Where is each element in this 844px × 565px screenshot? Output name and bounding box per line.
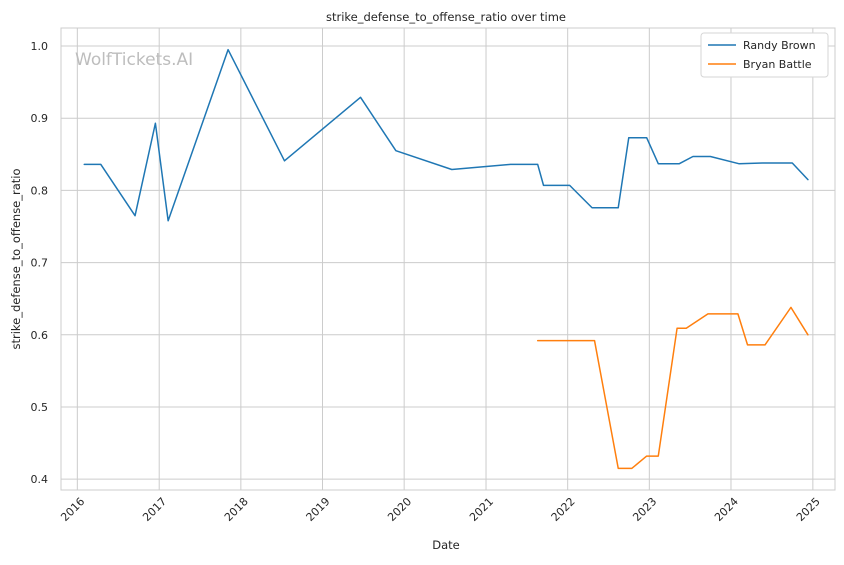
legend: Randy Brown Bryan Battle xyxy=(700,32,829,78)
legend-label-randy-brown: Randy Brown xyxy=(743,39,816,52)
legend-label-bryan-battle: Bryan Battle xyxy=(743,58,812,71)
x-tick-label: 2016 xyxy=(58,495,87,524)
x-tick-label: 2025 xyxy=(794,495,823,524)
series-lines xyxy=(83,48,809,470)
y-tick-label: 0.8 xyxy=(31,184,49,197)
x-tick-label: 2021 xyxy=(467,495,496,524)
legend-box xyxy=(700,32,829,78)
y-tick-label: 1.0 xyxy=(31,40,49,53)
y-axis-ticks: 0.4 0.5 0.6 0.7 0.8 0.9 1.0 xyxy=(31,40,49,486)
x-tick-label: 2017 xyxy=(140,495,169,524)
watermark-text: WolfTickets.AI xyxy=(75,50,193,70)
x-tick-label: 2024 xyxy=(712,495,741,524)
x-axis-label: Date xyxy=(432,538,460,552)
series-line-bryan-battle xyxy=(536,306,809,470)
series-line-randy-brown xyxy=(83,48,809,222)
chart-title: strike_defense_to_offense_ratio over tim… xyxy=(326,10,566,24)
y-tick-label: 0.9 xyxy=(31,112,49,125)
y-tick-label: 0.4 xyxy=(31,473,49,486)
y-axis-label: strike_defense_to_offense_ratio xyxy=(9,168,23,349)
x-tick-label: 2023 xyxy=(630,495,659,524)
x-tick-label: 2018 xyxy=(222,495,251,524)
y-tick-label: 0.6 xyxy=(31,329,49,342)
plot-area xyxy=(60,27,836,491)
y-tick-label: 0.7 xyxy=(31,257,49,270)
y-tick-label: 0.5 xyxy=(31,401,49,414)
x-tick-label: 2020 xyxy=(385,495,414,524)
grid-lines xyxy=(61,28,835,490)
x-tick-label: 2022 xyxy=(549,495,578,524)
x-tick-label: 2019 xyxy=(304,495,333,524)
x-axis-ticks: 2016 2017 2018 2019 2020 2021 2022 2023 2024 2025 xyxy=(58,495,823,524)
